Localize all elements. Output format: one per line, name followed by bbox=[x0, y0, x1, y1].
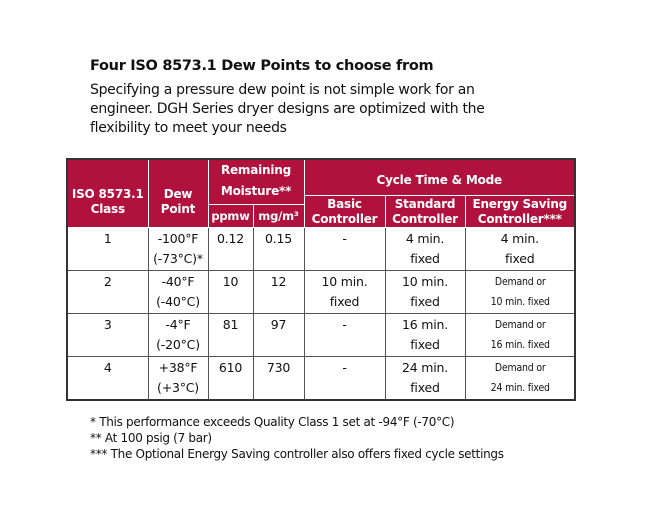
cell-line: 4 min. bbox=[500, 231, 539, 246]
footnotes: * This performance exceeds Quality Class… bbox=[90, 414, 504, 462]
cell-line: Demand or bbox=[494, 361, 546, 374]
cell-energy: Demand or 16 min. fixed bbox=[464, 313, 576, 357]
cell-line: (-40°C) bbox=[156, 294, 200, 309]
cell-line: +38°F bbox=[158, 360, 198, 375]
cell-class: 4 bbox=[66, 356, 149, 401]
header-energy-saving-controller: Energy Saving Controller*** bbox=[464, 195, 576, 228]
header-mgm3: mg/m³ bbox=[252, 204, 305, 228]
cell-line: (-20°C) bbox=[156, 337, 200, 352]
cell-mgm3: 730 bbox=[252, 356, 305, 401]
cell-line: fixed bbox=[410, 251, 440, 266]
cell-standard: 24 min. fixed bbox=[384, 356, 466, 401]
cell-line: -40°F bbox=[161, 274, 195, 289]
cell-line: 4 min. bbox=[405, 231, 445, 246]
cell-standard: 10 min. fixed bbox=[384, 270, 466, 314]
cell-line: 16 min. bbox=[401, 317, 449, 332]
cell-line: 16 min. fixed bbox=[490, 338, 550, 351]
cell-basic: - bbox=[303, 356, 386, 401]
cell-ppmw: 0.12 bbox=[207, 227, 254, 271]
cell-line: -4°F bbox=[165, 317, 191, 332]
cell-dew: -100°F (-73°C)* bbox=[147, 227, 209, 271]
cell-dew: -40°F (-40°C) bbox=[147, 270, 209, 314]
cell-line: fixed bbox=[505, 251, 535, 266]
intro-paragraph: Specifying a pressure dew point is not s… bbox=[90, 82, 485, 136]
header-standard-controller: Standard Controller bbox=[384, 195, 466, 228]
table-row: 4 +38°F (+3°C) 610 730 - 24 min. fixed Demand or… bbox=[66, 356, 576, 401]
cell-basic: - bbox=[303, 227, 386, 271]
cell-class: 3 bbox=[66, 313, 149, 357]
cell-standard: 4 min. fixed bbox=[384, 227, 466, 271]
cell-ppmw: 81 bbox=[207, 313, 254, 357]
cell-ppmw: 610 bbox=[207, 356, 254, 401]
cell-class: 1 bbox=[66, 227, 149, 271]
cell-basic: 10 min. fixed bbox=[303, 270, 386, 314]
footnote: ** At 100 psig (7 bar) bbox=[90, 431, 212, 445]
cell-mgm3: 0.15 bbox=[252, 227, 305, 271]
cell-line: (-73°C)* bbox=[153, 251, 203, 266]
cell-line: (+3°C) bbox=[157, 380, 199, 395]
footnote: * This performance exceeds Quality Class… bbox=[90, 415, 455, 429]
cell-line: fixed bbox=[410, 337, 440, 352]
cell-dew: +38°F (+3°C) bbox=[147, 356, 209, 401]
cell-line: 10 min. bbox=[321, 274, 368, 289]
cell-line: Demand or bbox=[494, 318, 546, 331]
header-cycle-time: Cycle Time & Mode bbox=[303, 158, 576, 196]
header-remaining-moisture: Remaining Moisture** bbox=[207, 158, 305, 205]
cell-standard: 16 min. fixed bbox=[384, 313, 466, 357]
cell-basic: - bbox=[303, 313, 386, 357]
cell-line: fixed bbox=[410, 294, 440, 309]
cell-line: 10 min. fixed bbox=[490, 295, 550, 308]
cell-line: - bbox=[342, 360, 347, 375]
cell-ppmw: 10 bbox=[207, 270, 254, 314]
table-row: 1 -100°F (-73°C)* 0.12 0.15-4 min. fixed 4 min… bbox=[66, 227, 576, 271]
cell-line: - bbox=[342, 317, 347, 332]
table-row: 3 -4°F (-20°C) 81 97 - 16 min. fixed Demand or 16… bbox=[66, 313, 576, 357]
cell-energy: Demand or 24 min. fixed bbox=[464, 356, 576, 401]
cell-energy: Demand or 10 min. fixed bbox=[464, 270, 576, 314]
cell-dew: -4°F (-20°C) bbox=[147, 313, 209, 357]
cell-energy: 4 min. fixed bbox=[464, 227, 576, 271]
header-basic-controller: Basic Controller bbox=[303, 195, 386, 228]
cell-line: fixed bbox=[410, 380, 440, 395]
header-ppmw: ppmw bbox=[207, 204, 254, 228]
header-class: ISO 8573.1 Class bbox=[66, 158, 149, 228]
page-title: Four ISO 8573.1 Dew Points to choose fro… bbox=[90, 58, 434, 74]
cell-line: 10 min. bbox=[401, 274, 449, 289]
cell-line: 24 min. bbox=[401, 360, 449, 375]
cell-line: - bbox=[342, 231, 347, 246]
cell-mgm3: 97 bbox=[252, 313, 305, 357]
cell-line: fixed bbox=[329, 294, 360, 309]
cell-line: -100°F bbox=[157, 231, 199, 246]
header-dew-point: Dew Point bbox=[147, 158, 209, 228]
cell-class: 2 bbox=[66, 270, 149, 314]
cell-mgm3: 12 bbox=[252, 270, 305, 314]
cell-line: 24 min. fixed bbox=[490, 381, 550, 394]
cell-line: Demand or bbox=[494, 275, 546, 288]
table-row: 2 -40°F (-40°C) 10 12 10 min. fixed 10 min. fixe… bbox=[66, 270, 576, 314]
footnote: *** The Optional Energy Saving controlle… bbox=[90, 447, 504, 461]
dew-point-table: ISO 8573.1 Class Dew Point Remaining Moistu… bbox=[66, 158, 577, 401]
